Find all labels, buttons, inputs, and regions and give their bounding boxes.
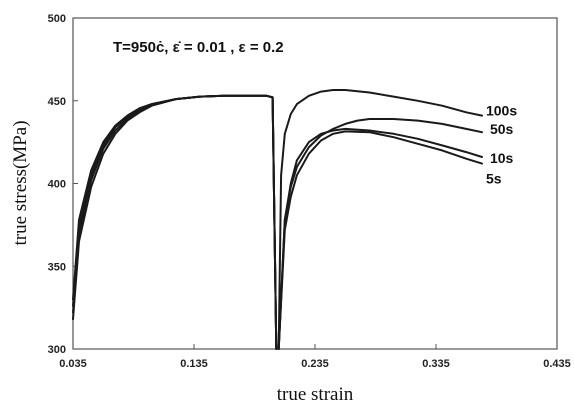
y-tick-label: 450 xyxy=(48,96,66,108)
y-tick-label: 400 xyxy=(48,179,66,191)
series-label-100s: 100s xyxy=(486,103,517,119)
plot-frame xyxy=(72,17,558,350)
series-10s-curve-second-pass xyxy=(277,127,483,350)
y-axis-title: true stress(MPa) xyxy=(10,120,31,245)
chart-annotation: T=950ċ, ε̇ = 0.01 , ε = 0.2 xyxy=(113,39,284,56)
series-labels: 100s 50s 10s 5s xyxy=(486,103,517,187)
x-tick-label: 0.335 xyxy=(422,358,450,370)
x-axis-title: true strain xyxy=(277,384,354,405)
series-10s-curve-first-pass xyxy=(72,94,278,350)
y-tick-label: 300 xyxy=(48,344,66,356)
series-100s-curve-second-pass xyxy=(277,89,483,350)
x-tick-label: 0.135 xyxy=(180,358,208,370)
y-tick-label: 500 xyxy=(48,13,66,25)
series-5s-curve-second-pass xyxy=(277,130,483,350)
series-5s-curve-first-pass xyxy=(72,94,278,350)
x-axis-ticks: 0.035 0.135 0.235 0.335 0.435 xyxy=(59,344,571,370)
x-tick-label: 0.235 xyxy=(301,358,329,370)
y-axis-ticks: 300 350 400 450 500 xyxy=(48,13,78,356)
series-50s-curve-second-pass xyxy=(277,118,483,350)
x-tick-label: 0.435 xyxy=(543,358,571,370)
series-label-50s: 50s xyxy=(490,121,514,137)
series-curves xyxy=(72,89,483,350)
x-tick-label: 0.035 xyxy=(59,358,87,370)
series-label-5s: 5s xyxy=(486,171,502,187)
series-50s-curve-first-pass xyxy=(72,94,278,350)
series-label-10s: 10s xyxy=(490,150,514,166)
series-100s-curve-first-pass xyxy=(72,94,278,350)
y-tick-label: 350 xyxy=(48,261,66,273)
